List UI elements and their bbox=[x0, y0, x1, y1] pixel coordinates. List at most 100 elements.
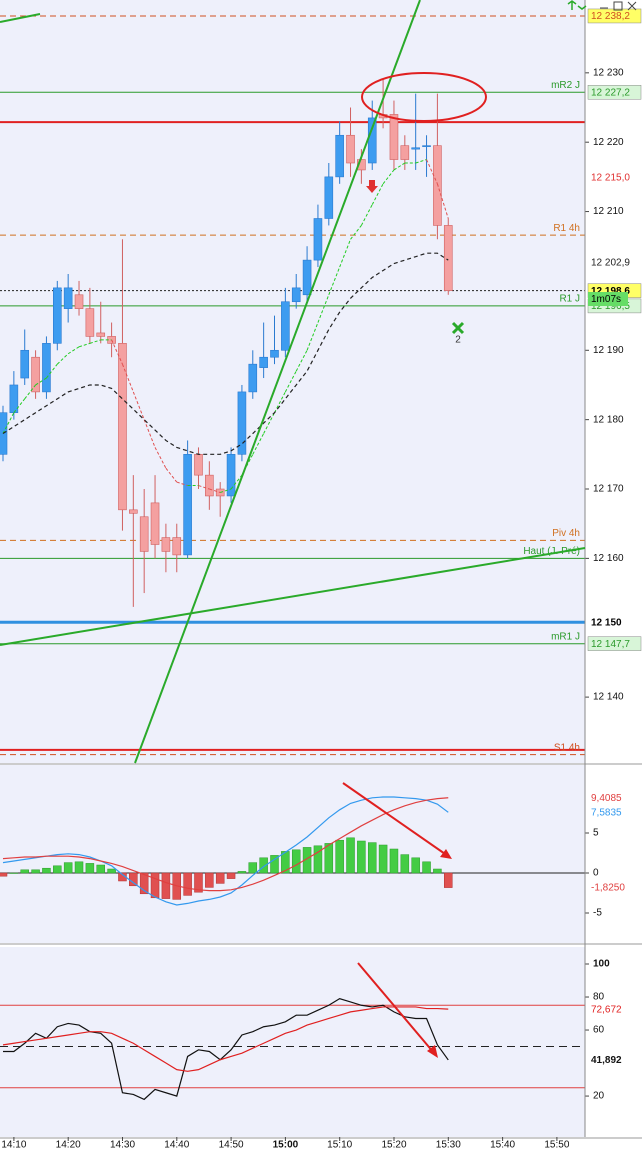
price-tag-label: 72,672 bbox=[591, 1004, 622, 1015]
moving-average-segment bbox=[220, 488, 232, 493]
divergence-arrow bbox=[357, 962, 435, 1054]
histogram-bar bbox=[42, 867, 51, 874]
series-line bbox=[2, 796, 449, 906]
price-tag-label: 12 147,7 bbox=[591, 639, 630, 650]
moving-average-segment bbox=[78, 342, 91, 348]
moving-average-segment bbox=[209, 488, 221, 493]
histogram-bar bbox=[9, 872, 19, 874]
moving-average-segment bbox=[56, 353, 69, 365]
histogram-bar bbox=[107, 868, 116, 874]
candle-body bbox=[85, 308, 95, 337]
histogram-bar bbox=[422, 861, 431, 874]
moving-average-segment bbox=[415, 159, 427, 164]
price-tag bbox=[588, 1002, 641, 1017]
window-icon bbox=[600, 1, 637, 11]
candle-body bbox=[259, 356, 268, 368]
y-tick-label: 100 bbox=[593, 959, 610, 970]
histogram-bar bbox=[281, 851, 290, 874]
y-tick-label: 12 220 bbox=[593, 137, 624, 148]
y-tick-label: 5 bbox=[593, 828, 599, 839]
price-tag bbox=[588, 1052, 641, 1067]
signal-label: 2 bbox=[455, 335, 461, 346]
price-tag-label: 12 238,2 bbox=[591, 11, 630, 22]
y-tick-label: 12 230 bbox=[593, 67, 624, 78]
candle-body bbox=[20, 349, 30, 379]
y-tick-label: 12 140 bbox=[593, 692, 624, 703]
candle-body bbox=[118, 343, 127, 511]
moving-average-segment bbox=[350, 225, 362, 240]
histogram-bar bbox=[215, 872, 225, 884]
histogram-bar bbox=[53, 865, 62, 874]
moving-average-segment bbox=[2, 412, 15, 434]
moving-average-segment bbox=[284, 370, 297, 393]
histogram-bar bbox=[270, 855, 279, 874]
candle-body bbox=[226, 454, 236, 497]
moving-average-segment bbox=[263, 412, 275, 434]
level-name: Haut (J. Pré) bbox=[523, 546, 580, 557]
series-line bbox=[2, 1006, 449, 1072]
histogram-bar bbox=[411, 857, 420, 874]
moving-average-segment bbox=[24, 384, 36, 400]
price-tag-label: 12 202,9 bbox=[591, 257, 630, 268]
price-tag bbox=[588, 880, 641, 895]
x-tick-label: 15:00 bbox=[273, 1140, 299, 1150]
candle-body bbox=[248, 363, 258, 393]
histogram-bar bbox=[248, 862, 258, 874]
moving-average-segment bbox=[89, 339, 101, 344]
histogram-bar bbox=[161, 872, 171, 899]
x-tick-label: 15:40 bbox=[490, 1140, 515, 1150]
candle-body bbox=[52, 287, 62, 344]
histogram-bar bbox=[20, 869, 29, 874]
moving-average-segment bbox=[295, 350, 308, 372]
candle-body bbox=[161, 537, 171, 552]
panel-background bbox=[0, 947, 585, 1137]
price-tag bbox=[588, 255, 641, 270]
moving-average-segment bbox=[426, 159, 438, 185]
moving-average-segment bbox=[252, 433, 265, 455]
y-tick-label: 12 210 bbox=[593, 206, 624, 217]
moving-average-segment bbox=[371, 183, 384, 205]
price-tag-label: -1,8250 bbox=[591, 883, 625, 894]
histogram-bar bbox=[324, 843, 334, 874]
level-name: S1 4h bbox=[554, 742, 580, 753]
candle-body bbox=[411, 147, 420, 150]
histogram-bar bbox=[346, 837, 355, 874]
candle-body bbox=[302, 259, 312, 296]
candle-body bbox=[205, 474, 214, 497]
x-tick-label: 15:10 bbox=[327, 1140, 352, 1150]
histogram-bar bbox=[367, 842, 377, 874]
y-tick-label: 12 160 bbox=[593, 553, 624, 564]
moving-average-segment bbox=[13, 398, 26, 414]
price-tag-label: 12 227,2 bbox=[591, 87, 630, 98]
moving-average-segment bbox=[111, 339, 123, 365]
histogram-bar bbox=[205, 872, 214, 888]
histogram-bar bbox=[313, 845, 323, 874]
y-tick-label: 0 bbox=[593, 868, 599, 879]
candle-body bbox=[183, 454, 192, 556]
histogram-bar bbox=[226, 872, 236, 879]
candle-body bbox=[31, 356, 40, 393]
price-tag-label: 9,4085 bbox=[591, 793, 622, 804]
histogram-bar bbox=[129, 872, 138, 887]
histogram-bar bbox=[237, 871, 247, 874]
price-tag bbox=[587, 636, 642, 651]
y-tick-label: 20 bbox=[593, 1091, 605, 1102]
candle-body bbox=[335, 134, 344, 178]
moving-average-segment bbox=[436, 183, 449, 219]
price-tag-label: 41,892 bbox=[591, 1055, 622, 1066]
moving-average-segment bbox=[35, 377, 47, 386]
histogram-bar bbox=[96, 864, 105, 874]
histogram-bar bbox=[85, 863, 95, 874]
moving-average-segment bbox=[360, 204, 373, 226]
candle-body bbox=[96, 332, 106, 337]
y-tick-label: -5 bbox=[593, 908, 602, 919]
candle-body bbox=[270, 349, 279, 358]
moving-average-segment bbox=[46, 363, 58, 379]
level-name: mR1 J bbox=[551, 631, 580, 642]
y-tick-label: 12 190 bbox=[593, 345, 624, 356]
candle-body bbox=[443, 225, 453, 291]
series-line bbox=[2, 252, 449, 455]
trend-line bbox=[134, 0, 421, 764]
moving-average-segment bbox=[154, 447, 167, 469]
